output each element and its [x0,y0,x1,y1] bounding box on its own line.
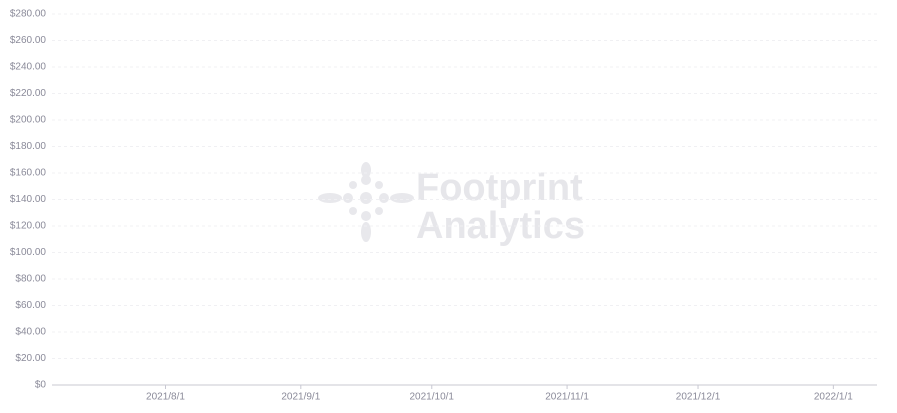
x-tick-label: 2021/8/1 [146,392,185,403]
y-tick-label: $140.00 [10,194,47,205]
y-tick-label: $60.00 [15,300,46,311]
x-tick-label: 2022/1/1 [814,392,853,403]
y-tick-label: $20.00 [15,353,46,364]
y-tick-label: $280.00 [10,9,47,20]
y-tick-label: $0 [35,380,47,391]
watermark-text: Analytics [416,205,585,247]
x-tick-label: 2021/12/1 [676,392,721,403]
x-tick-label: 2021/10/1 [410,392,455,403]
y-tick-label: $220.00 [10,88,47,99]
y-tick-label: $180.00 [10,141,47,152]
y-tick-label: $80.00 [15,274,46,285]
y-tick-label: $240.00 [10,62,47,73]
y-tick-label: $160.00 [10,168,47,179]
y-tick-label: $100.00 [10,247,47,258]
y-tick-label: $120.00 [10,221,47,232]
y-tick-label: $200.00 [10,115,47,126]
y-tick-label: $40.00 [15,327,46,338]
x-tick-label: 2021/9/1 [281,392,320,403]
x-tick-label: 2021/11/1 [545,392,589,403]
watermark-text: Footprint [416,167,583,209]
y-tick-label: $260.00 [10,35,47,46]
watermark-logo [318,162,414,242]
